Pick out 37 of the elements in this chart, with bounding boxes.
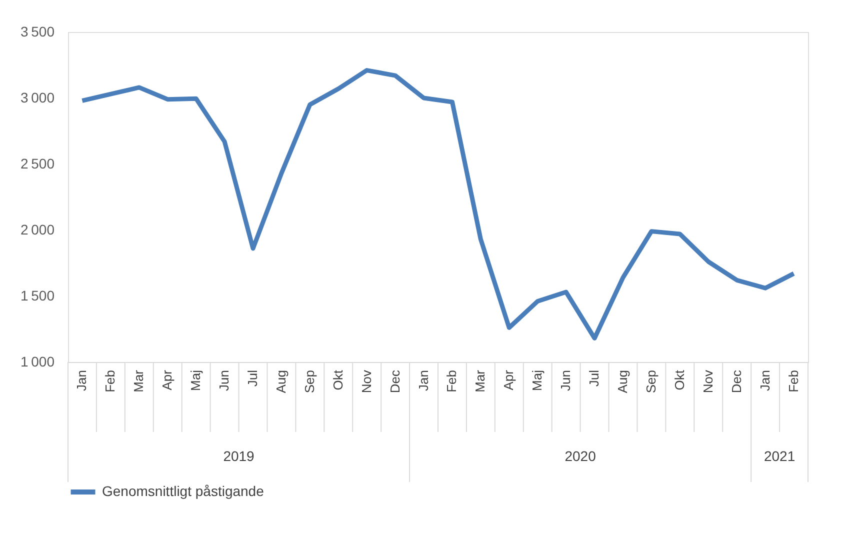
x-tick-label: Apr: [160, 369, 175, 390]
x-tick-label: Okt: [672, 370, 687, 390]
x-tick-label: Mar: [472, 369, 488, 392]
x-tick-label: Okt: [330, 370, 346, 390]
x-tick-label: Aug: [273, 370, 288, 394]
text: 2019: [223, 448, 255, 464]
x-tick-label: Sep: [643, 370, 658, 394]
y-tick-label: 1 500: [20, 288, 55, 304]
text: 2020: [564, 448, 596, 464]
x-tick-label: Feb: [102, 370, 118, 392]
x-tick-label: Aug: [615, 370, 630, 394]
legend-label: Genomsnittligt påstigande: [102, 483, 264, 499]
x-tick-label: Feb: [786, 370, 801, 392]
x-tick-label: Maj: [188, 370, 204, 391]
x-tick-label: Dec: [387, 370, 402, 394]
x-tick-label: Apr: [501, 369, 516, 390]
x-tick-label: Mar: [131, 369, 146, 392]
x-tick-label: Jul: [245, 370, 260, 387]
y-tick-label: 2 000: [20, 222, 55, 238]
x-tick-label: Feb: [444, 370, 460, 392]
line-series: [80, 68, 796, 340]
x-tick-label: Dec: [728, 370, 744, 394]
y-tick-label: 1 000: [20, 354, 55, 370]
x-tick-label: Jan: [757, 370, 772, 391]
y-tick-label: 2 500: [20, 156, 55, 172]
text: 2021: [764, 448, 796, 464]
y-tick-label: 3 500: [20, 24, 55, 40]
x-tick-label: Jun: [558, 370, 574, 391]
x-tick-label: Jul: [586, 370, 602, 387]
x-tick-label: Jan: [416, 370, 431, 391]
x-tick-label: Maj: [530, 370, 545, 391]
x-tick-label: Nov: [700, 370, 716, 394]
x-tick-label: Jan: [74, 370, 90, 391]
x-tick-label: Jun: [216, 370, 232, 391]
x-tick-label: Sep: [302, 370, 317, 394]
y-tick-label: 3 000: [20, 90, 55, 106]
x-tick-label: Nov: [358, 370, 374, 394]
